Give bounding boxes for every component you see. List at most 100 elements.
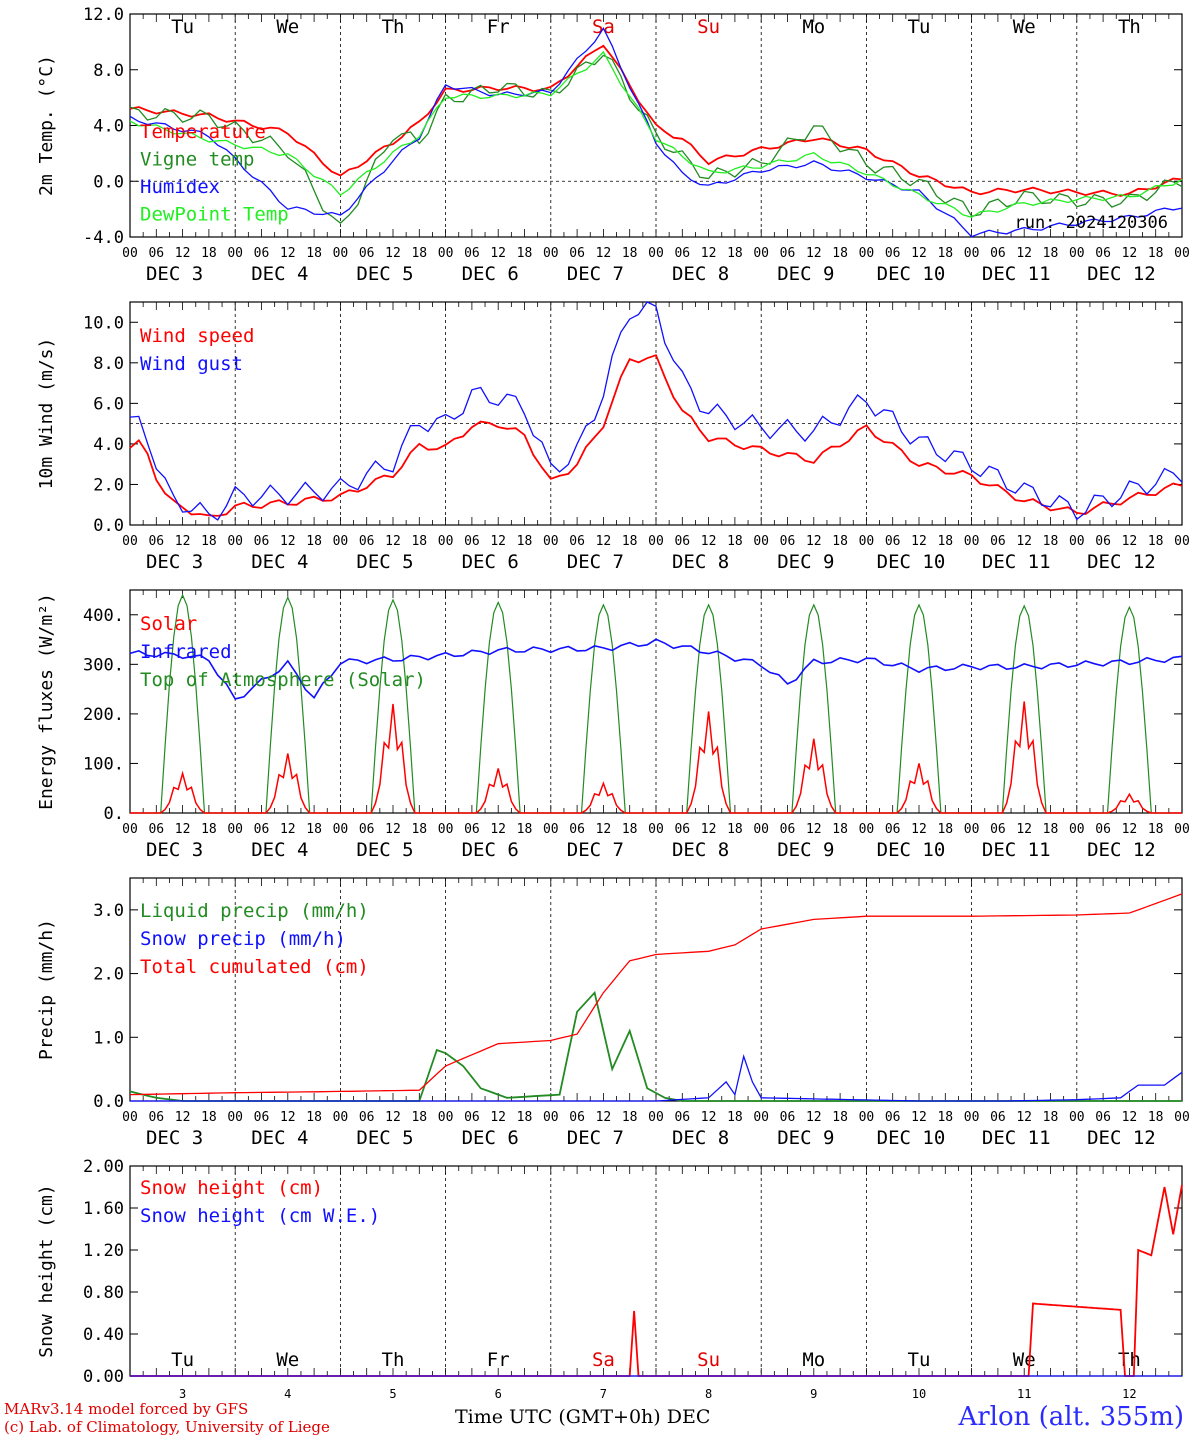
weekday-label: Th xyxy=(1118,1349,1141,1371)
hour-tick-label: 12 xyxy=(1016,822,1032,837)
date-label: DEC 7 xyxy=(567,839,624,861)
weekday-label: Fr xyxy=(487,1349,510,1371)
y-tick-label: 0.0 xyxy=(93,1092,124,1112)
hour-tick-label: 12 xyxy=(175,1110,191,1125)
hour-tick-label: 12 xyxy=(1122,822,1138,837)
hour-tick-label: 00 xyxy=(1174,822,1190,837)
hour-tick-label: 06 xyxy=(1095,822,1111,837)
hour-tick-label: 18 xyxy=(1148,534,1164,549)
hour-tick-label: 00 xyxy=(648,822,664,837)
date-label: DEC 4 xyxy=(251,839,308,861)
hour-tick-label: 12 xyxy=(596,822,612,837)
hour-tick-label: 06 xyxy=(990,246,1006,261)
hour-tick-label: 18 xyxy=(411,1110,427,1125)
y-tick-label: 1.60 xyxy=(83,1199,124,1219)
hour-tick-label: 18 xyxy=(937,1110,953,1125)
y-tick-label: 0.00 xyxy=(83,1367,124,1387)
hour-tick-label: 00 xyxy=(753,1110,769,1125)
date-label: DEC 11 xyxy=(982,551,1051,573)
date-label: DEC 4 xyxy=(251,263,308,285)
hour-tick-label: 00 xyxy=(648,246,664,261)
series-line-solar xyxy=(130,701,1182,814)
series-line-2 xyxy=(129,301,1183,521)
hour-tick-label: 18 xyxy=(517,1110,533,1125)
hour-tick-label: 00 xyxy=(227,1110,243,1125)
hour-tick-label: 18 xyxy=(832,1110,848,1125)
hour-tick-label: 18 xyxy=(937,246,953,261)
hour-tick-label: 12 xyxy=(385,822,401,837)
y-tick-label: 0. xyxy=(104,804,124,824)
hour-tick-label: 18 xyxy=(517,246,533,261)
hour-tick-label: 18 xyxy=(201,534,217,549)
y-tick-label: 12.0 xyxy=(83,5,124,25)
chart-panel-3: 0. 100. 200. 300. 400. Energy fluxes (W/m²) 00… xyxy=(36,589,1190,861)
hour-tick-label: 06 xyxy=(464,822,480,837)
hour-tick-label: 12 xyxy=(701,534,717,549)
hour-tick-label: 06 xyxy=(674,1110,690,1125)
weekday-label: Th xyxy=(1118,16,1141,38)
hour-tick-label: 12 xyxy=(1016,246,1032,261)
date-label: DEC 4 xyxy=(251,551,308,573)
date-label: DEC 6 xyxy=(462,263,519,285)
hour-tick-label: 12 xyxy=(385,246,401,261)
legend-entry: Temperature xyxy=(140,121,266,143)
hour-tick-label: 06 xyxy=(780,822,796,837)
weekday-label: Fr xyxy=(487,16,510,38)
hour-tick-label: 00 xyxy=(648,534,664,549)
y-tick-label: 0.0 xyxy=(93,172,124,192)
hour-tick-label: 06 xyxy=(780,246,796,261)
y-tick-label: 200. xyxy=(83,705,124,725)
hour-tick-label: 00 xyxy=(227,246,243,261)
hour-tick-label: 18 xyxy=(1148,246,1164,261)
day-number-label: 7 xyxy=(600,1387,607,1401)
y-tick-label: 2.00 xyxy=(83,1157,124,1177)
chart-panel-2: 0.0 2.0 4.0 6.0 8.0 10.0 10m Wind (m/s) 00 06 12 1… xyxy=(36,301,1190,573)
hour-tick-label: 06 xyxy=(148,822,164,837)
hour-tick-label: 00 xyxy=(859,534,875,549)
hour-tick-label: 00 xyxy=(859,1110,875,1125)
series-group xyxy=(129,593,1183,814)
hour-tick-label: 12 xyxy=(175,246,191,261)
hour-tick-label: 18 xyxy=(727,1110,743,1125)
y-tick-label: 2.0 xyxy=(93,965,124,985)
hour-tick-label: 12 xyxy=(490,246,506,261)
legend-entry: Total cumulated (cm) xyxy=(140,956,369,978)
legend-entry: Snow height (cm) xyxy=(140,1177,323,1199)
hour-tick-label: 06 xyxy=(464,1110,480,1125)
hour-tick-label: 00 xyxy=(543,1110,559,1125)
hour-tick-label: 12 xyxy=(701,246,717,261)
hour-tick-label: 18 xyxy=(306,1110,322,1125)
hour-tick-label: 18 xyxy=(411,246,427,261)
y-tick-label: 0.80 xyxy=(83,1283,124,1303)
y-tick-label: 0.40 xyxy=(83,1325,124,1345)
hour-tick-label: 12 xyxy=(1122,534,1138,549)
hour-tick-label: 12 xyxy=(806,534,822,549)
hour-tick-label: 06 xyxy=(1095,1110,1111,1125)
date-label: DEC 4 xyxy=(251,1127,308,1149)
weekday-label: We xyxy=(276,1349,299,1371)
date-label: DEC 8 xyxy=(672,551,729,573)
hour-tick-label: 00 xyxy=(1174,1110,1190,1125)
hour-tick-label: 12 xyxy=(490,822,506,837)
hour-tick-label: 18 xyxy=(832,822,848,837)
hour-tick-label: 06 xyxy=(569,1110,585,1125)
hour-tick-label: 00 xyxy=(1174,246,1190,261)
station-name: Arlon (alt. 355m) xyxy=(958,1402,1184,1432)
hour-tick-label: 18 xyxy=(411,534,427,549)
hour-tick-label: 00 xyxy=(543,534,559,549)
weekday-label: Tu xyxy=(171,16,194,38)
hour-tick-label: 06 xyxy=(1095,246,1111,261)
hour-tick-label: 00 xyxy=(122,1110,138,1125)
hour-tick-label: 06 xyxy=(885,246,901,261)
series-line-2 xyxy=(129,54,1183,224)
hour-tick-label: 18 xyxy=(1043,534,1059,549)
hour-tick-label: 12 xyxy=(490,534,506,549)
weekday-label: We xyxy=(1013,1349,1036,1371)
series-line-1 xyxy=(129,354,1183,517)
weekday-label: Tu xyxy=(171,1349,194,1371)
hour-tick-label: 00 xyxy=(122,246,138,261)
date-label: DEC 7 xyxy=(567,263,624,285)
hour-tick-label: 18 xyxy=(517,822,533,837)
hour-tick-label: 12 xyxy=(806,822,822,837)
weekday-label: Sa xyxy=(592,16,615,38)
